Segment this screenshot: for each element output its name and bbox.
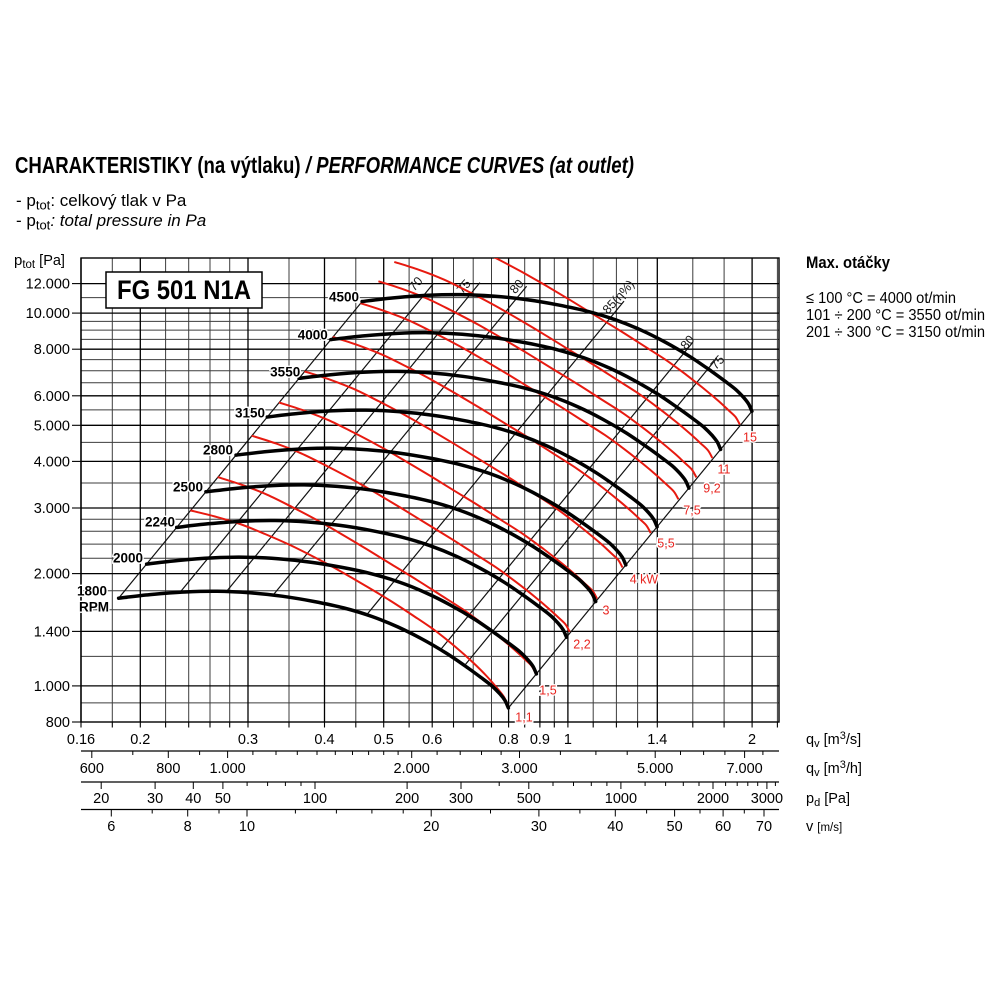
svg-text:101 ÷ 200 °C = 3550 ot/min: 101 ÷ 200 °C = 3550 ot/min <box>806 307 985 324</box>
svg-text:2.000: 2.000 <box>394 761 430 777</box>
svg-text:8.000: 8.000 <box>34 342 70 358</box>
svg-text:3150: 3150 <box>235 405 265 420</box>
svg-text:1.000: 1.000 <box>209 761 245 777</box>
svg-text:qv [m3/h]: qv [m3/h] <box>806 759 862 779</box>
svg-text:300: 300 <box>449 791 473 807</box>
svg-text:CHARAKTERISTIKY (na výtlaku) /: CHARAKTERISTIKY (na výtlaku) / PERFORMAN… <box>15 152 634 178</box>
svg-text:70: 70 <box>756 819 772 835</box>
svg-text:6.000: 6.000 <box>34 389 70 405</box>
svg-text:3.000: 3.000 <box>34 501 70 517</box>
svg-text:pd [Pa]: pd [Pa] <box>806 791 850 809</box>
svg-text:2000: 2000 <box>697 791 729 807</box>
svg-text:qv [m3/s]: qv [m3/s] <box>806 730 861 750</box>
svg-text:2: 2 <box>748 732 756 748</box>
svg-text:201 ÷ 300 °C = 3150 ot/min: 201 ÷ 300 °C = 3150 ot/min <box>806 324 985 341</box>
svg-text:30: 30 <box>531 819 547 835</box>
svg-text:1800: 1800 <box>77 584 107 599</box>
svg-text:1,1: 1,1 <box>515 710 532 724</box>
svg-text:1.4: 1.4 <box>647 732 667 748</box>
svg-text:6: 6 <box>107 819 115 835</box>
svg-text:v [m/s]: v [m/s] <box>806 819 842 835</box>
svg-text:60: 60 <box>715 819 731 835</box>
svg-text:2240: 2240 <box>145 515 175 530</box>
svg-text:5.000: 5.000 <box>637 761 673 777</box>
svg-text:3.000: 3.000 <box>501 761 537 777</box>
svg-text:50: 50 <box>215 791 231 807</box>
svg-text:2,2: 2,2 <box>573 637 590 651</box>
svg-text:3550: 3550 <box>270 365 300 380</box>
svg-text:10: 10 <box>239 819 255 835</box>
svg-text:20: 20 <box>423 819 439 835</box>
svg-text:1000: 1000 <box>605 791 637 807</box>
svg-text:40: 40 <box>607 819 623 835</box>
svg-text:30: 30 <box>147 791 163 807</box>
svg-text:4 kW: 4 kW <box>630 572 659 586</box>
svg-text:8: 8 <box>184 819 192 835</box>
svg-text:2000: 2000 <box>113 551 143 566</box>
svg-text:1,5: 1,5 <box>539 683 556 697</box>
svg-text:5.000: 5.000 <box>34 418 70 434</box>
svg-text:0.2: 0.2 <box>130 732 150 748</box>
svg-text:0.5: 0.5 <box>374 732 394 748</box>
svg-text:3000: 3000 <box>751 791 783 807</box>
svg-text:100: 100 <box>303 791 327 807</box>
svg-text:1: 1 <box>564 732 572 748</box>
svg-text:10.000: 10.000 <box>26 306 70 322</box>
svg-text:≤ 100 °C = 4000 ot/min: ≤ 100 °C = 4000 ot/min <box>806 290 956 307</box>
svg-text:200: 200 <box>395 791 419 807</box>
svg-text:0.6: 0.6 <box>422 732 442 748</box>
svg-text:9,2: 9,2 <box>703 481 720 495</box>
svg-text:3: 3 <box>603 603 610 617</box>
svg-text:7.000: 7.000 <box>726 761 762 777</box>
svg-text:0.16: 0.16 <box>67 732 95 748</box>
svg-text:2800: 2800 <box>203 443 233 458</box>
svg-text:4000: 4000 <box>298 327 328 342</box>
svg-text:2.000: 2.000 <box>34 567 70 583</box>
svg-text:800: 800 <box>156 761 180 777</box>
svg-text:15: 15 <box>743 430 757 444</box>
svg-text:800: 800 <box>46 715 70 731</box>
svg-text:RPM: RPM <box>79 600 109 615</box>
svg-text:2500: 2500 <box>173 479 203 494</box>
svg-text:600: 600 <box>80 761 104 777</box>
svg-text:20: 20 <box>93 791 109 807</box>
svg-text:0.3: 0.3 <box>238 732 258 748</box>
svg-text:500: 500 <box>517 791 541 807</box>
svg-text:5,5: 5,5 <box>657 536 674 550</box>
svg-text:4.000: 4.000 <box>34 454 70 470</box>
svg-text:4500: 4500 <box>329 290 359 305</box>
svg-text:Max. otáčky: Max. otáčky <box>806 253 890 272</box>
svg-text:7,5: 7,5 <box>683 503 700 517</box>
svg-text:12.000: 12.000 <box>26 277 70 293</box>
svg-text:- ptot: celkový tlak v Pa: - ptot: celkový tlak v Pa <box>16 191 187 213</box>
svg-text:- ptot: total pressure in Pa: - ptot: total pressure in Pa <box>16 211 206 233</box>
svg-text:1.000: 1.000 <box>34 679 70 695</box>
svg-text:11: 11 <box>718 462 731 476</box>
svg-text:0.4: 0.4 <box>314 732 334 748</box>
svg-text:50: 50 <box>667 819 683 835</box>
svg-text:0.9: 0.9 <box>530 732 550 748</box>
svg-text:1.400: 1.400 <box>34 624 70 640</box>
svg-text:FG 501 N1A: FG 501 N1A <box>117 275 251 305</box>
svg-text:0.8: 0.8 <box>499 732 519 748</box>
svg-text:ptot [Pa]: ptot [Pa] <box>14 252 65 271</box>
svg-text:40: 40 <box>185 791 201 807</box>
